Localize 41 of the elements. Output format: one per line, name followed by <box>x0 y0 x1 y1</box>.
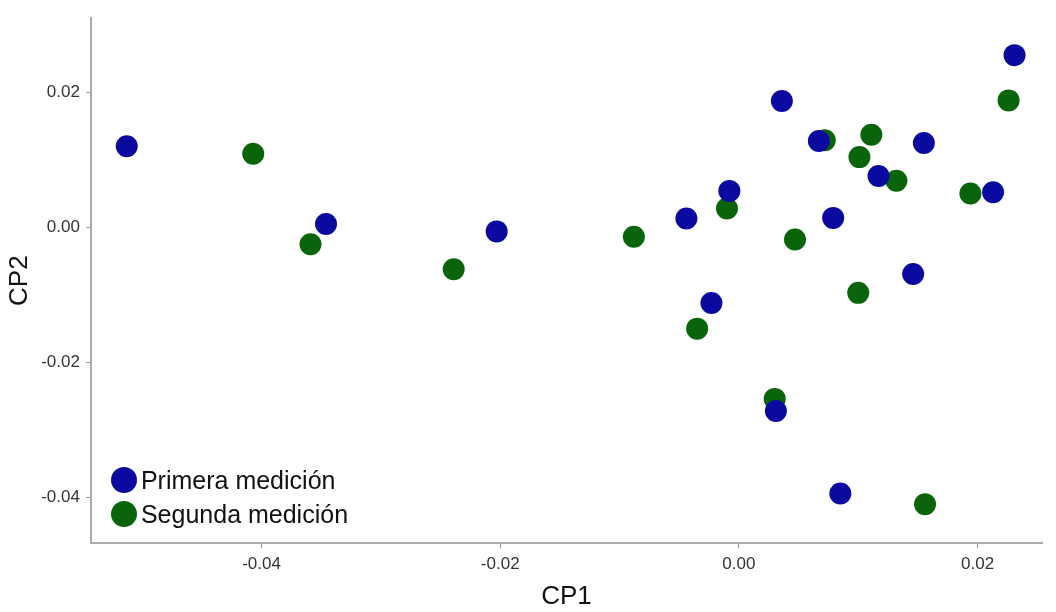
point <box>115 135 138 158</box>
point <box>675 207 698 230</box>
point <box>914 493 937 516</box>
point <box>829 482 852 505</box>
x-tick-label: 0.02 <box>961 554 995 574</box>
y-tick-label: 0.02 <box>46 81 80 101</box>
x-tick-label: -0.04 <box>242 554 281 574</box>
point <box>807 129 830 152</box>
point <box>242 142 265 165</box>
point <box>783 228 806 251</box>
y-tick-label: 0.00 <box>46 217 80 237</box>
y-axis-title: CP2 <box>2 255 33 306</box>
point <box>718 179 741 202</box>
point <box>1003 44 1026 67</box>
point <box>770 90 793 113</box>
point <box>847 281 870 304</box>
y-tick-label: -0.04 <box>41 487 80 507</box>
point <box>982 181 1005 204</box>
legend-label: Primera medición <box>140 465 336 497</box>
x-tick-label: -0.02 <box>480 554 520 574</box>
x-axis-title: CP1 <box>541 579 592 610</box>
point <box>622 225 645 248</box>
y-tick-label: -0.02 <box>41 352 80 372</box>
legend-label: Segunda medición <box>140 499 349 531</box>
point <box>822 206 845 229</box>
point <box>997 89 1020 112</box>
point <box>860 123 883 146</box>
point <box>485 220 508 243</box>
point <box>686 317 709 340</box>
point <box>764 400 787 423</box>
point <box>959 182 982 205</box>
point <box>442 258 465 281</box>
point <box>700 291 723 314</box>
point <box>848 146 871 169</box>
point <box>912 131 935 154</box>
point <box>902 262 925 285</box>
point <box>299 233 322 256</box>
x-tick-label: 0.00 <box>722 554 756 574</box>
point <box>885 169 908 192</box>
point <box>867 165 890 188</box>
point <box>315 212 338 235</box>
